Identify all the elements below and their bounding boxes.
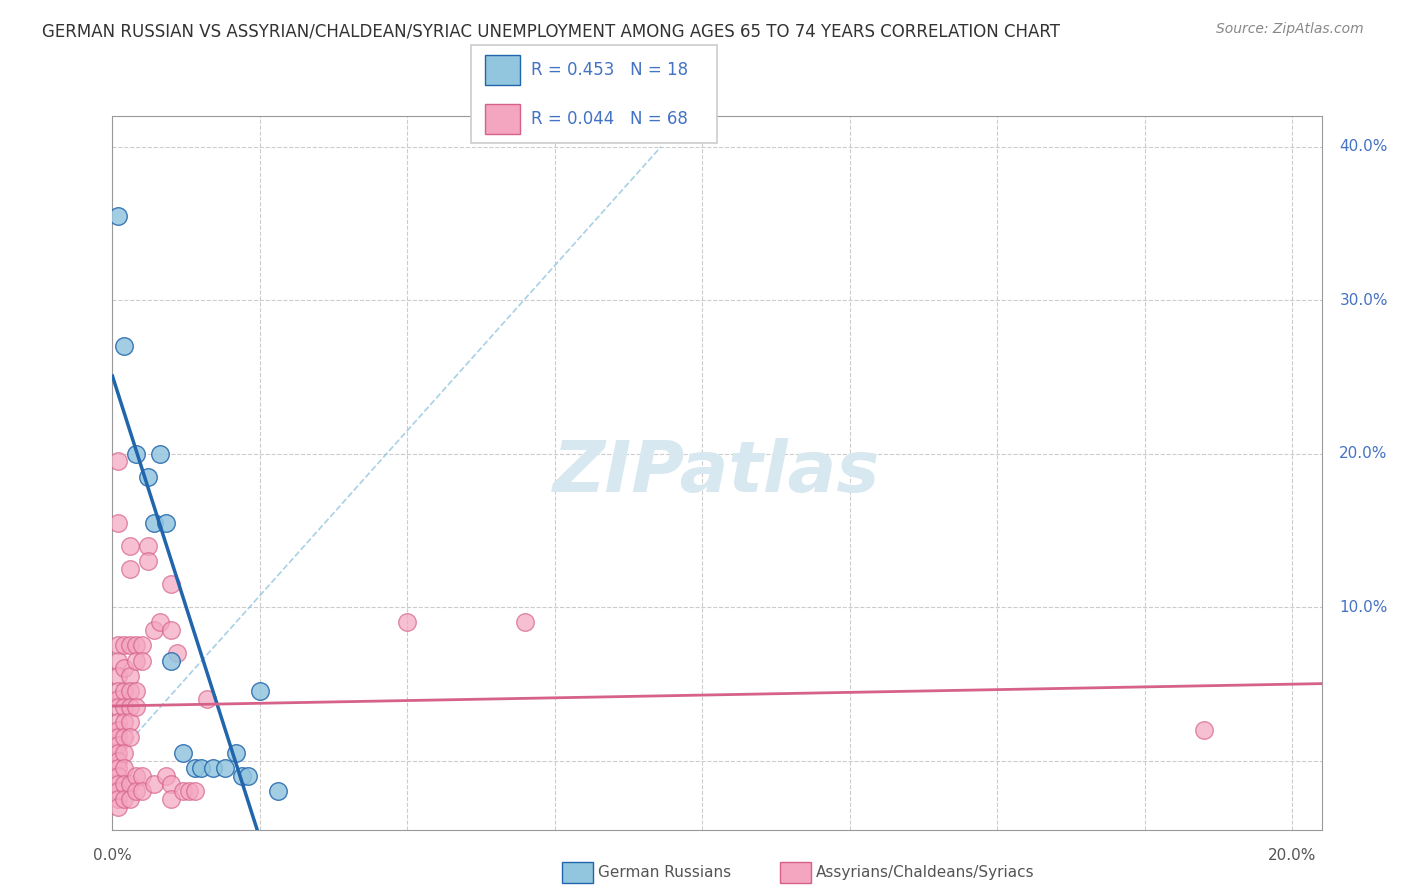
Point <box>184 784 207 798</box>
Point <box>112 792 135 806</box>
Point <box>107 715 129 730</box>
Point <box>172 746 194 760</box>
Point <box>107 731 129 745</box>
Point <box>112 699 135 714</box>
Text: 0.0%: 0.0% <box>93 848 132 863</box>
Point <box>112 731 135 745</box>
Point <box>190 761 212 775</box>
Point <box>266 784 288 798</box>
Point <box>112 761 135 775</box>
Point <box>125 446 148 460</box>
Point <box>172 784 194 798</box>
Point <box>136 554 159 568</box>
Point <box>112 746 135 760</box>
Point <box>112 776 135 790</box>
Point <box>107 699 129 714</box>
Point <box>107 738 129 752</box>
Point <box>120 731 142 745</box>
Point <box>107 639 129 653</box>
Point <box>107 454 129 468</box>
Point <box>107 799 129 814</box>
Point <box>107 769 129 783</box>
Point <box>107 784 129 798</box>
Text: ZIPatlas: ZIPatlas <box>554 438 880 508</box>
Point <box>112 684 135 698</box>
Point <box>120 639 142 653</box>
Point <box>107 776 129 790</box>
Point <box>120 699 142 714</box>
Point <box>107 669 129 683</box>
Point <box>120 792 142 806</box>
Point <box>131 769 153 783</box>
Point <box>184 761 207 775</box>
Point <box>214 761 236 775</box>
Point <box>112 339 135 353</box>
Point <box>396 615 419 630</box>
Point <box>120 669 142 683</box>
Point <box>149 446 172 460</box>
Text: GERMAN RUSSIAN VS ASSYRIAN/CHALDEAN/SYRIAC UNEMPLOYMENT AMONG AGES 65 TO 74 YEAR: GERMAN RUSSIAN VS ASSYRIAN/CHALDEAN/SYRI… <box>42 22 1060 40</box>
Point <box>120 684 142 698</box>
Point <box>231 769 253 783</box>
Text: 40.0%: 40.0% <box>1340 139 1388 154</box>
Point <box>120 715 142 730</box>
Point <box>120 539 142 553</box>
Point <box>160 776 183 790</box>
Point <box>112 639 135 653</box>
Point <box>125 769 148 783</box>
Point <box>107 746 129 760</box>
Point <box>131 784 153 798</box>
Point <box>107 209 129 223</box>
Text: R = 0.044   N = 68: R = 0.044 N = 68 <box>531 110 689 128</box>
Point <box>155 769 177 783</box>
Point <box>125 684 148 698</box>
Text: 30.0%: 30.0% <box>1340 293 1388 308</box>
Point <box>201 761 224 775</box>
Point <box>160 654 183 668</box>
Point <box>160 577 183 591</box>
Point <box>160 792 183 806</box>
Point <box>112 715 135 730</box>
Point <box>107 692 129 706</box>
Point <box>142 516 165 530</box>
Point <box>107 723 129 737</box>
Point <box>195 692 218 706</box>
Point <box>120 562 142 576</box>
Point <box>107 754 129 768</box>
Point <box>142 776 165 790</box>
Text: 20.0%: 20.0% <box>1268 848 1316 863</box>
Point <box>125 784 148 798</box>
Point <box>125 654 148 668</box>
Point <box>131 654 153 668</box>
Point <box>136 539 159 553</box>
Point <box>107 792 129 806</box>
Text: 10.0%: 10.0% <box>1340 599 1388 615</box>
Text: 20.0%: 20.0% <box>1340 446 1388 461</box>
Text: Source: ZipAtlas.com: Source: ZipAtlas.com <box>1216 22 1364 37</box>
Point <box>107 654 129 668</box>
Point <box>107 684 129 698</box>
Point <box>107 761 129 775</box>
Text: German Russians: German Russians <box>598 865 731 880</box>
Point <box>225 746 247 760</box>
Point <box>131 639 153 653</box>
Point <box>112 661 135 675</box>
Point <box>166 646 188 660</box>
Point <box>125 639 148 653</box>
Point <box>136 469 159 483</box>
Point <box>1192 723 1215 737</box>
Point <box>179 784 201 798</box>
Point <box>160 623 183 637</box>
Point <box>142 623 165 637</box>
Point <box>249 684 271 698</box>
Point <box>155 516 177 530</box>
Point <box>515 615 537 630</box>
Point <box>107 516 129 530</box>
Point <box>125 699 148 714</box>
Point <box>149 615 172 630</box>
Text: R = 0.453   N = 18: R = 0.453 N = 18 <box>531 61 689 79</box>
Point <box>120 776 142 790</box>
Point <box>236 769 259 783</box>
Text: Assyrians/Chaldeans/Syriacs: Assyrians/Chaldeans/Syriacs <box>815 865 1033 880</box>
